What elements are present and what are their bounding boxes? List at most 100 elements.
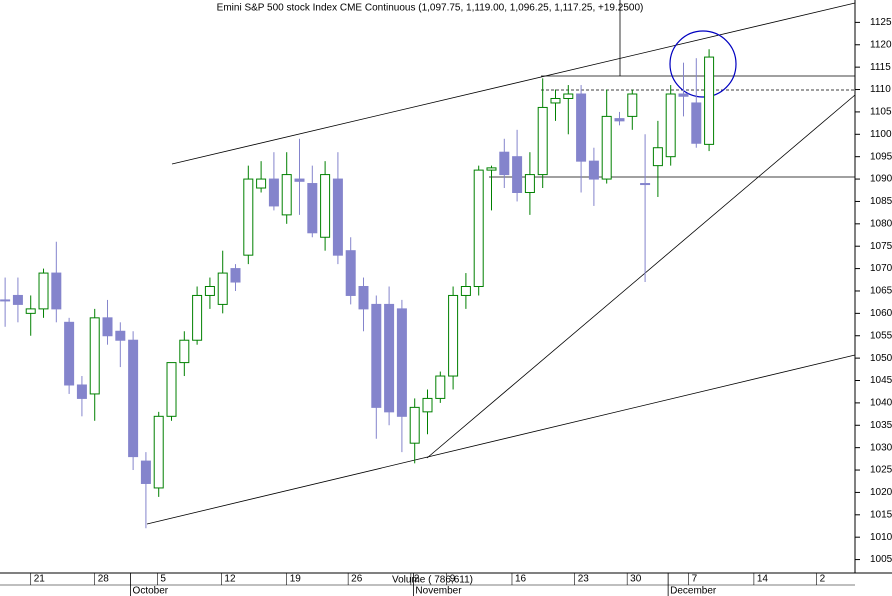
candle-body: [627, 93, 638, 117]
y-tick-label: 1105: [870, 107, 892, 118]
candle-body: [396, 308, 407, 417]
x-tick-label: 5: [160, 574, 166, 585]
candle-body: [128, 339, 139, 458]
candle-body: [230, 268, 241, 283]
y-tick-label: 1015: [870, 509, 892, 520]
candle-body: [25, 308, 36, 314]
candle-body: [64, 321, 75, 386]
candle-body: [115, 330, 126, 341]
candle-body: [563, 93, 574, 99]
y-tick-label: 1050: [870, 353, 892, 364]
candle-body: [179, 339, 190, 364]
candle-body: [140, 460, 151, 484]
y-tick-label: 1065: [870, 286, 892, 297]
y-tick-label: 1025: [870, 465, 892, 476]
candle-body: [448, 294, 459, 377]
candle-body: [601, 115, 612, 180]
candles: [0, 49, 715, 529]
candle-body: [486, 167, 497, 171]
candle-body: [614, 118, 625, 122]
candle-body: [256, 178, 267, 189]
trend-line: [426, 94, 856, 459]
x-tick-label: 28: [98, 574, 110, 585]
candle-body: [652, 147, 663, 167]
candle-body: [691, 102, 702, 144]
candle-body: [345, 250, 356, 296]
x-tick-label: 21: [34, 574, 46, 585]
candle-body: [358, 286, 369, 310]
x-tick-label: 16: [515, 574, 527, 585]
candle-body: [422, 397, 433, 413]
y-tick-label: 1055: [870, 330, 892, 341]
candle-body: [460, 286, 471, 296]
y-tick-label: 1045: [870, 375, 892, 386]
y-tick-label: 1075: [870, 241, 892, 252]
y-tick-label: 1110: [870, 84, 891, 95]
volume-label: Volume ( 786,611): [392, 575, 473, 586]
candle-body: [166, 362, 177, 417]
annotations: [146, 0, 856, 525]
y-tick-label: 1115: [870, 62, 891, 73]
trend-line: [171, 2, 856, 165]
candle-body: [371, 303, 382, 408]
y-tick-label: 1100: [870, 129, 892, 140]
candle-body: [678, 93, 689, 97]
candle-body: [576, 93, 587, 162]
y-tick-label: 1095: [870, 151, 892, 162]
candle-body: [192, 294, 203, 341]
candle-body: [409, 406, 420, 444]
highlight-circle: [669, 30, 737, 98]
trend-line: [146, 354, 856, 525]
y-tick-label: 1085: [870, 196, 892, 207]
month-label: December: [670, 586, 717, 596]
y-tick-label: 1010: [870, 532, 892, 543]
candle-body: [320, 174, 331, 238]
candle-body: [332, 178, 343, 256]
month-label: October: [133, 586, 169, 596]
candle-body: [89, 317, 100, 395]
month-label: November: [415, 586, 462, 596]
x-tick-label: 12: [224, 574, 236, 585]
y-tick-label: 1120: [870, 39, 892, 50]
candle-body: [524, 174, 535, 193]
candle-body: [499, 151, 510, 176]
candle-body: [473, 169, 484, 287]
y-tick-label: 1005: [870, 554, 892, 565]
candle-body: [640, 183, 651, 186]
candle-body: [153, 415, 164, 489]
candle-body: [38, 272, 49, 310]
y-tick-label: 1030: [870, 442, 892, 453]
candle-body: [217, 272, 228, 305]
candle-body: [12, 294, 23, 305]
candle-body: [588, 160, 599, 180]
candle-body: [51, 272, 62, 310]
y-tick-label: 1090: [870, 174, 892, 185]
y-tick-label: 1020: [870, 487, 892, 498]
y-tick-label: 1060: [870, 308, 892, 319]
candle-body: [204, 286, 215, 296]
y-tick-label: 1125: [870, 17, 892, 28]
y-tick-label: 1040: [870, 398, 892, 409]
candle-body: [76, 384, 87, 399]
candle-body: [537, 106, 548, 176]
candle-body: [268, 178, 279, 207]
chart-title: Emini S&P 500 stock Index CME Continuous…: [217, 3, 644, 14]
candle-body: [307, 183, 318, 234]
y-tick-label: 1070: [870, 263, 892, 274]
y-tick-label: 1035: [870, 420, 892, 431]
y-tick-label: 1080: [870, 218, 892, 229]
x-tick-label: 19: [290, 574, 302, 585]
x-tick-label: 30: [630, 574, 642, 585]
x-tick-label: 14: [757, 574, 769, 585]
candle-body: [294, 178, 305, 182]
candle-body: [550, 97, 561, 104]
x-tick-label: 23: [578, 574, 590, 585]
candle-body: [435, 375, 446, 399]
candle-body: [243, 178, 254, 256]
x-tick-label: 26: [351, 574, 363, 585]
x-tick-label: 2: [414, 574, 420, 585]
candle-body: [281, 174, 292, 216]
candle-body: [102, 317, 113, 337]
